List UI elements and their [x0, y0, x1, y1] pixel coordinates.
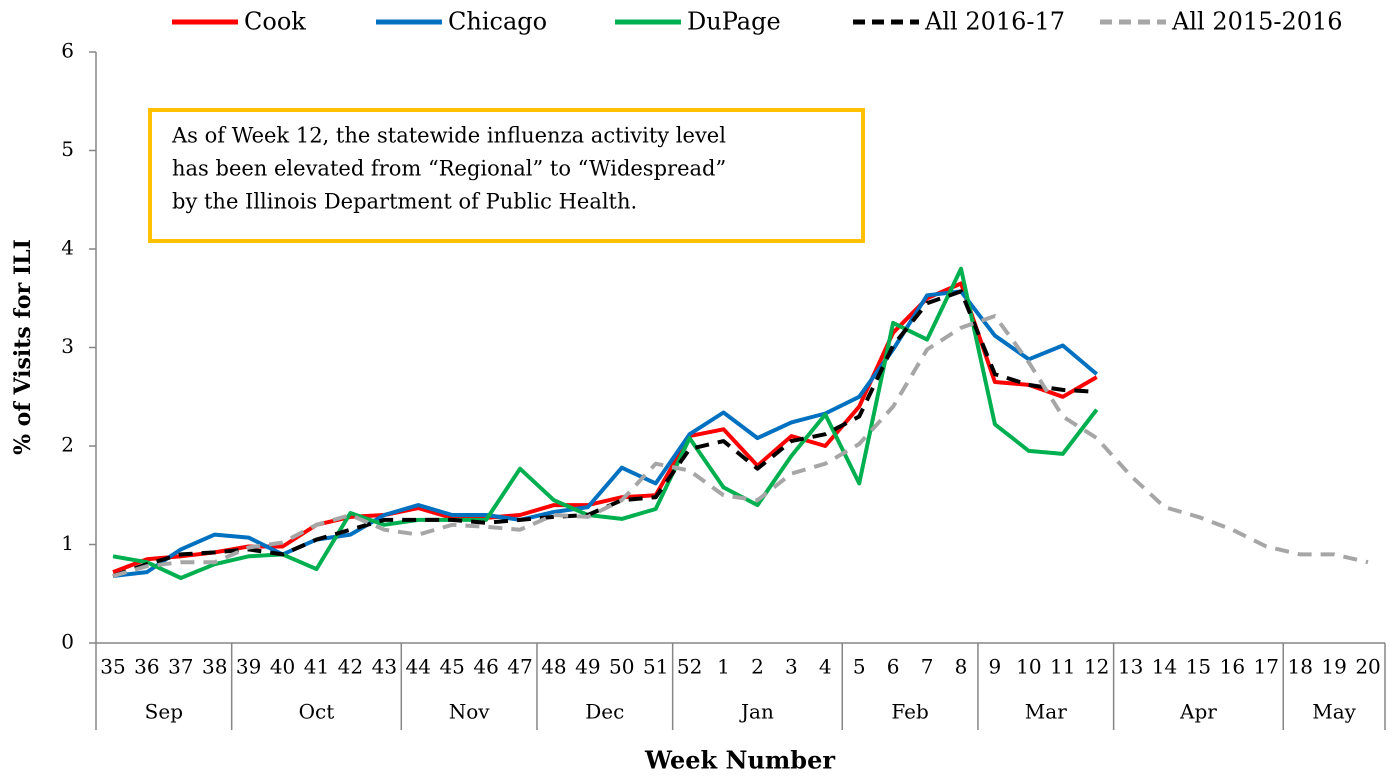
group-label: Feb — [891, 700, 928, 724]
legend-label: All 2016-17 — [924, 8, 1065, 36]
x-tick-label: 42 — [338, 655, 363, 679]
x-tick-label: 36 — [134, 655, 159, 679]
legend-label: All 2015-2016 — [1171, 8, 1343, 36]
x-tick-label: 7 — [921, 655, 934, 679]
x-tick-label: 52 — [677, 655, 702, 679]
series-line — [112, 266, 1099, 580]
x-tick-label: 18 — [1287, 655, 1312, 679]
x-tick-label: 51 — [643, 655, 668, 679]
x-tick-label: 50 — [609, 655, 634, 679]
annotation-text: As of Week 12, the statewide influenza a… — [171, 124, 726, 148]
x-tick-label: 2 — [751, 655, 764, 679]
legend-label: Cook — [244, 8, 306, 36]
x-tick-label: 38 — [202, 655, 227, 679]
x-tick-label: 48 — [541, 655, 566, 679]
x-tick-label: 6 — [887, 655, 900, 679]
x-tick-label: 20 — [1355, 655, 1380, 679]
x-tick-label: 15 — [1186, 655, 1211, 679]
x-tick-label: 43 — [372, 655, 397, 679]
x-tick-label: 46 — [473, 655, 498, 679]
y-tick-label: 1 — [61, 531, 74, 555]
annotation-text: by the Illinois Department of Public Hea… — [172, 190, 637, 214]
x-tick-label: 47 — [507, 655, 532, 679]
x-tick-label: 11 — [1050, 655, 1075, 679]
x-tick-label: 10 — [1016, 655, 1041, 679]
y-tick-label: 0 — [61, 630, 74, 654]
y-tick-label: 4 — [61, 236, 74, 260]
x-tick-label: 37 — [168, 655, 193, 679]
annotation-box — [148, 108, 865, 243]
x-tick-label: 49 — [575, 655, 600, 679]
group-label: May — [1312, 700, 1356, 724]
x-tick-label: 41 — [304, 655, 329, 679]
legend-label: Chicago — [448, 8, 547, 36]
y-tick-label: 3 — [61, 334, 74, 358]
x-tick-label: 9 — [989, 655, 1002, 679]
x-tick-label: 35 — [100, 655, 125, 679]
x-tick-label: 17 — [1254, 655, 1279, 679]
group-label: Dec — [585, 700, 624, 724]
x-tick-label: 19 — [1321, 655, 1346, 679]
x-tick-label: 8 — [955, 655, 968, 679]
x-tick-label: 12 — [1084, 655, 1109, 679]
x-tick-label: 5 — [853, 655, 866, 679]
y-tick-label: 5 — [61, 137, 74, 161]
x-tick-label: 44 — [406, 655, 431, 679]
group-label: Nov — [449, 700, 491, 724]
x-tick-label: 14 — [1152, 655, 1177, 679]
x-tick-label: 40 — [270, 655, 295, 679]
series-line — [112, 281, 1098, 574]
series-line — [112, 314, 1369, 578]
x-tick-label: 16 — [1220, 655, 1245, 679]
group-label: Jan — [739, 700, 774, 724]
x-tick-label: 4 — [819, 655, 832, 679]
x-tick-label: 3 — [785, 655, 798, 679]
legend-label: DuPage — [687, 8, 781, 36]
series-line — [112, 289, 1097, 578]
y-tick-label: 6 — [61, 39, 74, 63]
x-tick-label: 1 — [717, 655, 730, 679]
x-tick-label: 13 — [1118, 655, 1143, 679]
annotation-text: has been elevated from “Regional” to “Wi… — [172, 157, 726, 181]
group-label: Apr — [1179, 700, 1217, 724]
x-tick-label: 39 — [236, 655, 261, 679]
group-label: Mar — [1025, 700, 1067, 724]
y-tick-label: 2 — [61, 433, 74, 457]
group-label: Oct — [299, 700, 335, 724]
y-axis-title: % of Visits for ILI — [10, 239, 36, 455]
group-label: Sep — [145, 700, 183, 724]
x-tick-label: 45 — [439, 655, 464, 679]
x-axis-title: Week Number — [644, 746, 835, 775]
